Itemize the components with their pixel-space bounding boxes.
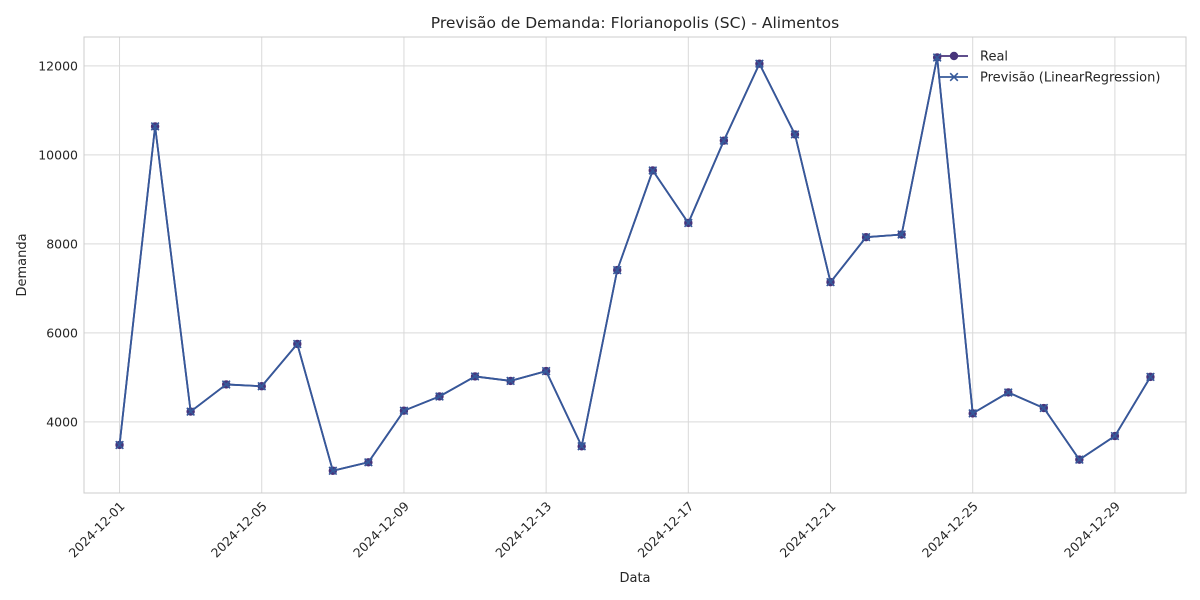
series-1 [115,53,1155,476]
data-point [790,130,800,139]
y-tick-label: 4000 [46,414,78,429]
data-point [328,466,338,476]
data-point [932,53,942,62]
grid [84,37,1186,493]
legend-marker [949,51,959,61]
y-tick-label: 8000 [46,236,78,251]
series-layer [115,53,1155,476]
legend-item: Real [940,50,1008,65]
data-point [115,440,124,450]
data-point [719,136,729,146]
data-point [541,366,551,376]
data-point [150,122,160,131]
data-point [861,232,871,242]
data-point [648,166,658,175]
y-tick-label: 10000 [38,147,78,162]
series-line [118,56,1152,472]
chart-title: Previsão de Demanda: Florianopolis (SC) … [431,14,839,32]
data-point [897,230,906,239]
data-point [435,392,444,401]
data-point [257,381,267,391]
legend-label: Previsão (LinearRegression) [980,71,1160,86]
legend: Real Previsão (LinearRegression) [940,50,1160,86]
data-point [1039,403,1049,413]
y-axis-label: Demanda [15,233,30,296]
data-point [755,59,764,69]
y-tick-label: 12000 [38,58,78,73]
data-point [968,409,978,418]
data-point [292,339,302,349]
data-point [577,441,587,451]
y-tick-label: 6000 [46,325,78,340]
data-point [364,457,373,467]
x-axis-label: Data [619,571,650,586]
data-point [186,407,196,416]
data-point [221,380,231,389]
legend-marker [949,72,959,82]
data-point [1110,431,1120,441]
data-point [1003,388,1013,397]
data-point [612,265,622,275]
plot-frame [83,36,1187,494]
data-point [506,376,515,386]
data-point [826,277,835,287]
data-point [470,372,480,381]
data-point [683,218,693,228]
data-point [1074,455,1084,464]
data-point [1146,372,1155,382]
legend-item: Previsão (LinearRegression) [940,71,1160,86]
legend-label: Real [980,50,1008,65]
data-point [399,406,409,416]
